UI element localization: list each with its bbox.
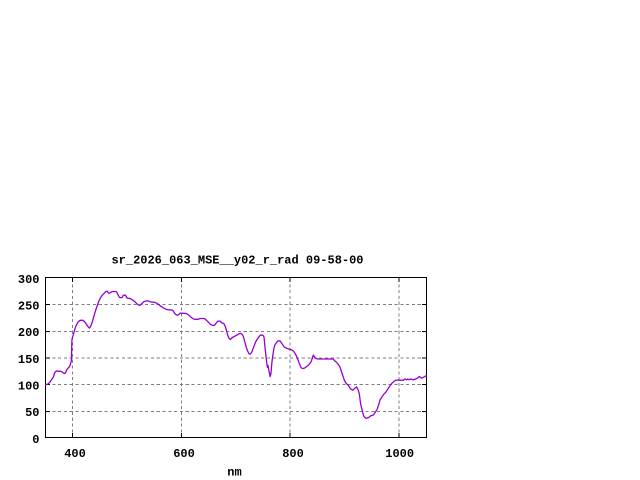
svg-text:nm: nm <box>227 465 241 479</box>
svg-text:1000: 1000 <box>385 447 414 461</box>
svg-text:50: 50 <box>25 406 39 420</box>
svg-text:0: 0 <box>32 433 39 447</box>
svg-text:800: 800 <box>282 447 304 461</box>
svg-text:300: 300 <box>18 273 40 287</box>
svg-text:sr_2026_063_MSE__y02_r_rad 09-: sr_2026_063_MSE__y02_r_rad 09-58-00 <box>111 254 363 268</box>
svg-text:100: 100 <box>18 380 40 394</box>
svg-text:150: 150 <box>18 353 40 367</box>
svg-text:250: 250 <box>18 300 40 314</box>
svg-text:200: 200 <box>18 326 40 340</box>
svg-text:600: 600 <box>173 447 195 461</box>
svg-text:400: 400 <box>64 447 86 461</box>
